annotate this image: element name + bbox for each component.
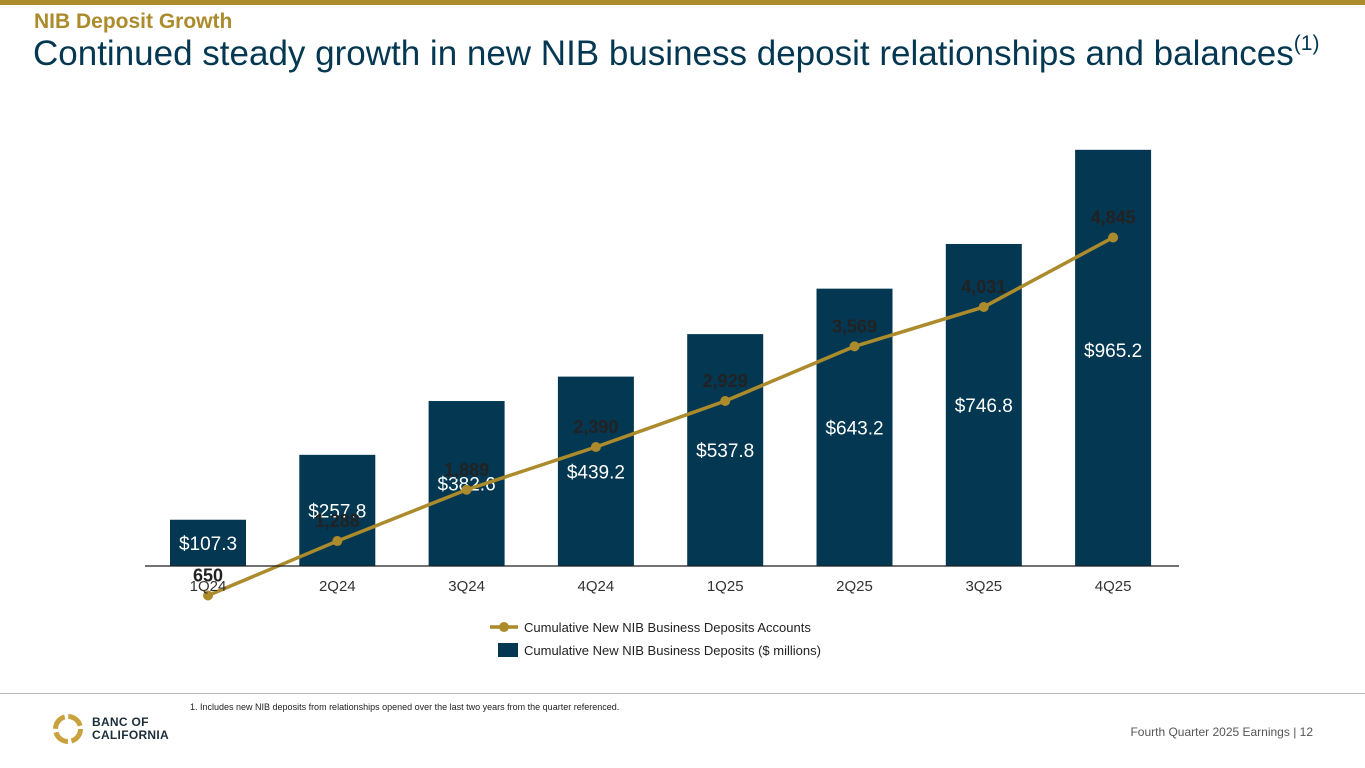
bar-1Q25 bbox=[687, 334, 764, 566]
bar-value-label: $439.2 bbox=[567, 462, 625, 483]
bar-2Q25 bbox=[816, 288, 893, 566]
accounts-data-label: 4,031 bbox=[961, 277, 1006, 297]
bar-1Q24 bbox=[170, 519, 246, 566]
accounts-point-1Q25 bbox=[720, 396, 731, 407]
accounts-line bbox=[207, 235, 1114, 598]
accounts-data-label: 2,929 bbox=[703, 371, 748, 391]
bar-value-label: $965.2 bbox=[1084, 341, 1142, 362]
top-accent-rule bbox=[0, 0, 1365, 5]
line-layer: 650 1,288 1,889 2,390 2,929 3,569 4,031 4,845 bbox=[193, 207, 1136, 601]
legend-label-deposits: Cumulative New NIB Business Deposits ($ … bbox=[524, 643, 821, 658]
logo-line-1: BANC OF bbox=[92, 715, 149, 729]
accounts-data-label: 650 bbox=[193, 566, 223, 586]
x-tick-label: 3Q24 bbox=[448, 578, 485, 595]
bar-value-label: $643.2 bbox=[825, 418, 883, 439]
x-tick-label: 2Q25 bbox=[836, 578, 873, 595]
accounts-point-4Q24 bbox=[590, 442, 601, 453]
x-tick-label: 3Q25 bbox=[965, 578, 1002, 595]
accounts-data-label: 1,288 bbox=[315, 511, 360, 531]
accounts-data-label: 1,889 bbox=[444, 460, 489, 480]
bar-4Q24 bbox=[557, 376, 634, 566]
legend-label-accounts: Cumulative New NIB Business Deposits Acc… bbox=[524, 620, 811, 635]
legend: Cumulative New NIB Business Deposits Acc… bbox=[490, 620, 821, 658]
title-footnote-marker: (1) bbox=[1293, 32, 1320, 55]
x-tick-label: 2Q24 bbox=[319, 578, 356, 595]
deposit-growth-chart: $107.3$257.8$382.6$439.2$537.8$643.2$746… bbox=[145, 149, 1179, 658]
legend-bar-swatch bbox=[498, 643, 518, 657]
legend-line-marker bbox=[499, 622, 509, 632]
page-title: Continued steady growth in new NIB busin… bbox=[33, 32, 1319, 74]
bar-value-label: $746.8 bbox=[955, 396, 1013, 417]
footnote: 1. Includes new NIB deposits from relati… bbox=[190, 702, 620, 712]
bar-3Q24 bbox=[428, 401, 505, 566]
page-title-text: Continued steady growth in new NIB busin… bbox=[33, 34, 1294, 73]
accounts-point-1Q24 bbox=[203, 590, 213, 601]
bank-logo-icon bbox=[53, 714, 83, 744]
bar-value-label: $257.8 bbox=[308, 501, 366, 522]
bank-logo-wordmark: BANC OF CALIFORNIA bbox=[92, 716, 169, 742]
accounts-point-2Q25 bbox=[849, 341, 860, 352]
x-axis: 1Q24 2Q24 3Q24 4Q24 1Q25 2Q25 3Q25 4Q25 bbox=[145, 565, 1179, 595]
bar-4Q25 bbox=[1075, 149, 1152, 566]
x-tick-label: 1Q24 bbox=[190, 578, 227, 595]
accounts-data-label: 4,845 bbox=[1091, 207, 1136, 227]
x-tick-label: 4Q25 bbox=[1095, 578, 1132, 595]
accounts-point-4Q25 bbox=[1108, 232, 1119, 243]
x-tick-label: 1Q25 bbox=[707, 578, 744, 595]
accounts-data-label: 3,569 bbox=[832, 316, 877, 336]
accounts-point-3Q24 bbox=[461, 484, 472, 495]
bar-value-label: $537.8 bbox=[696, 441, 754, 462]
accounts-point-3Q25 bbox=[978, 301, 989, 312]
footer-divider bbox=[0, 693, 1365, 694]
x-tick-label: 4Q24 bbox=[578, 578, 615, 595]
bar-3Q25 bbox=[945, 243, 1022, 566]
bar-2Q24 bbox=[299, 454, 376, 566]
logo-line-2: CALIFORNIA bbox=[92, 728, 169, 742]
bars-layer: $107.3$257.8$382.6$439.2$537.8$643.2$746… bbox=[170, 149, 1152, 566]
accounts-data-label: 2,390 bbox=[573, 417, 618, 437]
section-label: NIB Deposit Growth bbox=[34, 10, 233, 33]
accounts-point-2Q24 bbox=[332, 536, 343, 547]
bar-value-label: $107.3 bbox=[179, 534, 237, 555]
page-footer: Fourth Quarter 2025 Earnings | 12 bbox=[1130, 725, 1313, 739]
